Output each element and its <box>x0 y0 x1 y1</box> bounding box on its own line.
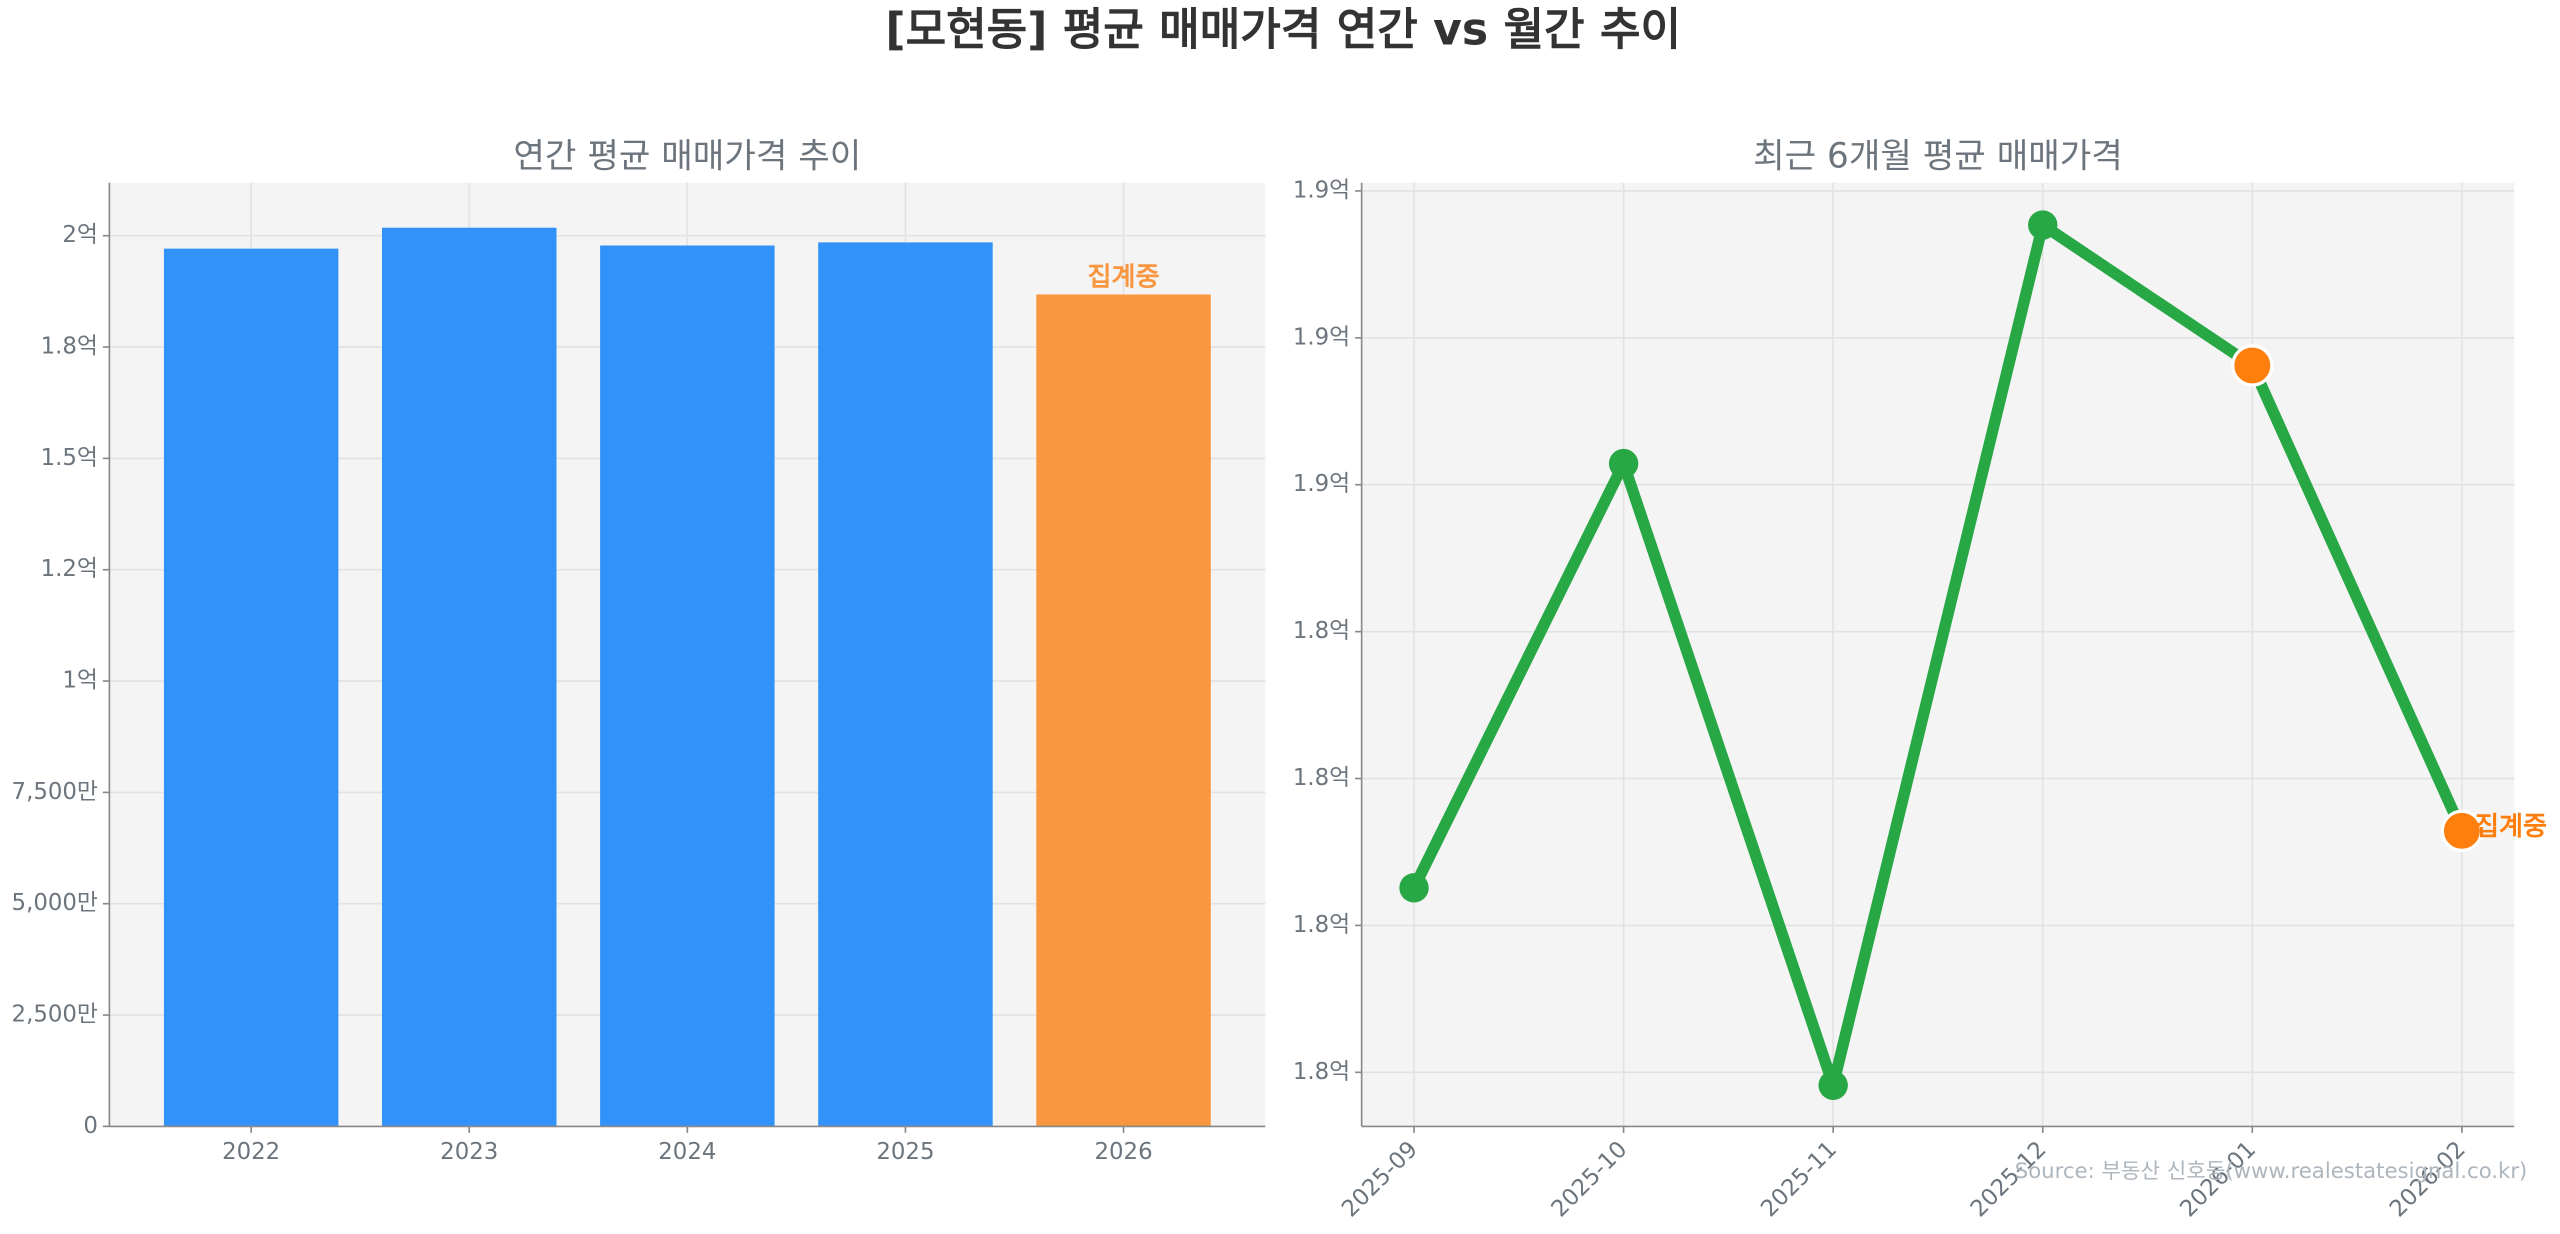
y-tick-label: 1억 <box>62 668 98 694</box>
y-tick-label: 1.8억 <box>1293 765 1350 791</box>
bar <box>600 245 775 1127</box>
x-tick-label: 2024 <box>658 1139 716 1165</box>
y-tick-label: 7,500만 <box>12 779 98 805</box>
y-tick-label: 1.9억 <box>1293 177 1350 203</box>
x-tick-label: 2022 <box>222 1139 280 1165</box>
y-tick-label: 1.8억 <box>1293 618 1350 644</box>
x-tick-label: 2025-11 <box>1756 1136 1842 1222</box>
y-tick-label: 1.8억 <box>1293 1059 1350 1085</box>
figure-title: [모현동] 평균 매매가격 연간 vs 월간 추이 <box>885 5 1681 56</box>
marker <box>1818 1070 1848 1100</box>
y-tick-label: 1.8억 <box>1293 912 1350 938</box>
y-tick-label: 0 <box>83 1113 98 1139</box>
subplot-title: 최근 6개월 평균 매매가격 <box>1753 137 2123 177</box>
bar <box>382 227 557 1127</box>
y-tick-label: 2억 <box>62 222 98 248</box>
y-tick-label: 1.9억 <box>1293 324 1350 350</box>
y-tick-label: 1.2억 <box>41 556 98 582</box>
bar <box>818 242 993 1127</box>
marker <box>2231 344 2274 387</box>
marker <box>1399 873 1429 903</box>
y-tick-label: 1.9억 <box>1293 471 1350 497</box>
subplot-title: 연간 평균 매매가격 추이 <box>513 137 861 177</box>
y-tick-label: 1.5억 <box>41 445 98 471</box>
x-tick-label: 2025-09 <box>1337 1136 1423 1222</box>
annotation: 집계중 <box>1088 263 1160 293</box>
x-tick-label: 2025 <box>876 1139 934 1165</box>
x-tick-label: 2026 <box>1094 1139 1152 1165</box>
marker <box>2028 210 2058 240</box>
bar <box>163 248 339 1127</box>
x-tick-label: 2025-10 <box>1547 1136 1633 1222</box>
y-tick-label: 5,000만 <box>12 890 98 916</box>
annotation: 집계중 <box>2475 812 2547 842</box>
y-tick-label: 1.8억 <box>41 334 98 360</box>
bar <box>1036 294 1211 1127</box>
x-tick-label: 2023 <box>440 1139 498 1165</box>
marker <box>1608 448 1639 479</box>
marker <box>2440 809 2484 853</box>
line <box>1408 219 2468 1091</box>
source-note: Source: 부동산 신호등(www.realestatesignal.co.… <box>2015 1159 2528 1184</box>
y-tick-label: 2,500만 <box>12 1002 98 1028</box>
